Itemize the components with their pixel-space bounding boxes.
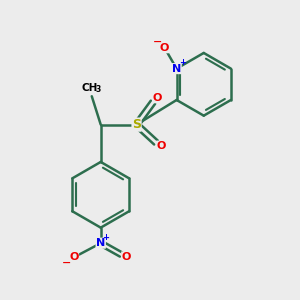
Text: O: O — [122, 252, 131, 262]
Text: O: O — [157, 141, 166, 151]
Text: N: N — [96, 238, 105, 248]
Text: O: O — [159, 43, 169, 53]
Text: 3: 3 — [96, 85, 101, 94]
Text: −: − — [62, 258, 71, 268]
Text: −: − — [152, 37, 162, 47]
Text: N: N — [172, 64, 181, 74]
Text: O: O — [69, 252, 79, 262]
Text: +: + — [179, 58, 186, 67]
Text: S: S — [132, 118, 141, 131]
Text: CH: CH — [81, 83, 98, 93]
Text: O: O — [153, 93, 162, 103]
Text: +: + — [103, 233, 110, 242]
